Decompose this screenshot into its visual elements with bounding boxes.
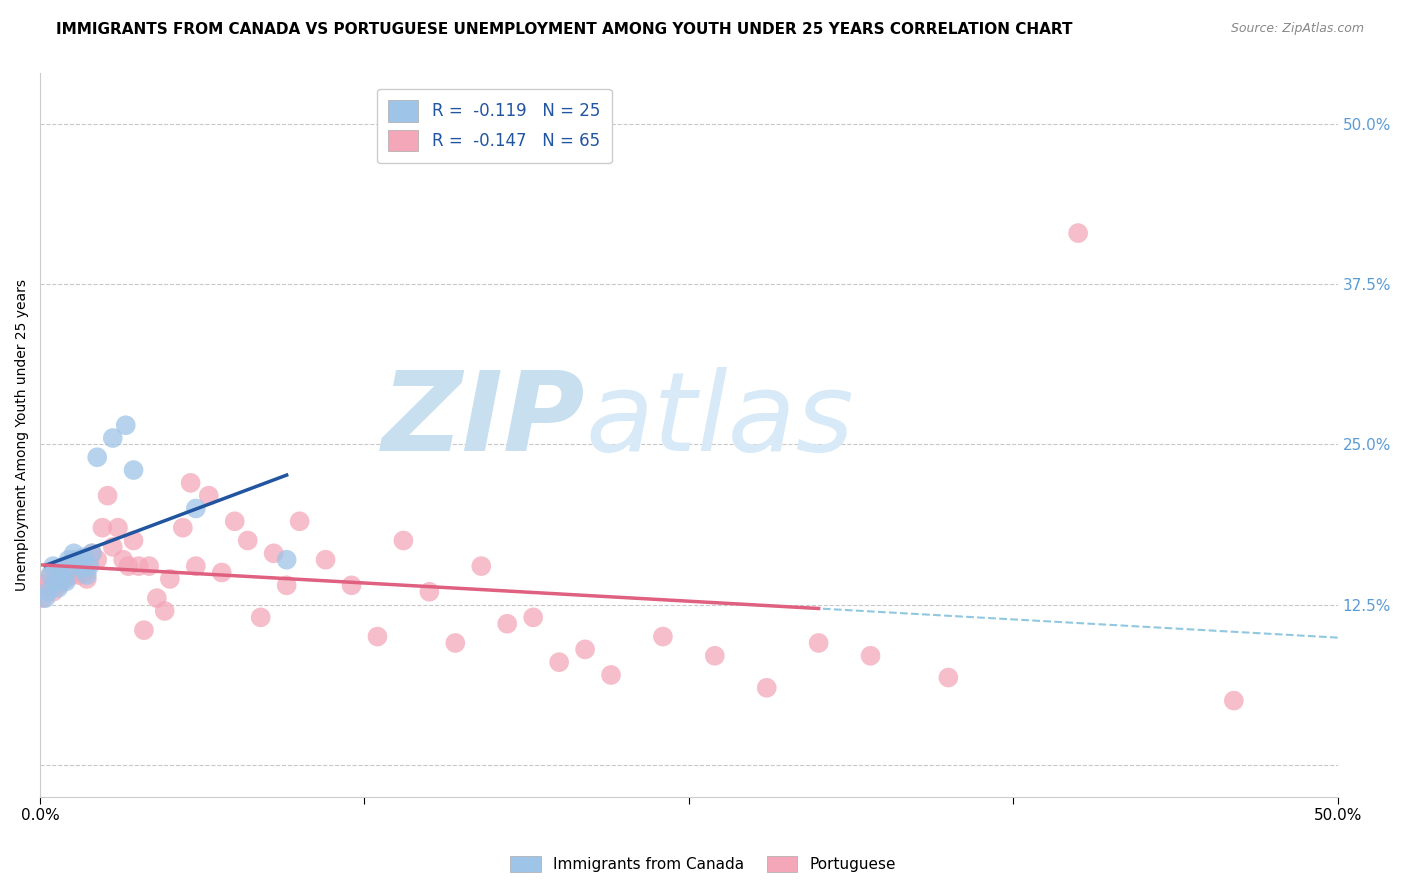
Point	[444, 636, 467, 650]
Point	[39, 568, 62, 582]
Point	[79, 555, 101, 569]
Point	[55, 572, 77, 586]
Point	[76, 572, 98, 586]
Point	[86, 450, 108, 465]
Point	[288, 514, 311, 528]
Point	[651, 630, 673, 644]
Point	[122, 533, 145, 548]
Point	[938, 671, 960, 685]
Legend: R =  -0.119   N = 25, R =  -0.147   N = 65: R = -0.119 N = 25, R = -0.147 N = 65	[377, 88, 612, 163]
Point	[34, 581, 56, 595]
Point	[42, 559, 65, 574]
Point	[340, 578, 363, 592]
Text: atlas: atlas	[585, 367, 853, 474]
Point	[60, 559, 83, 574]
Point	[548, 655, 571, 669]
Point	[67, 568, 90, 582]
Point	[101, 540, 124, 554]
Point	[159, 572, 181, 586]
Point	[470, 559, 492, 574]
Text: ZIP: ZIP	[381, 367, 585, 474]
Point	[366, 630, 388, 644]
Text: Source: ZipAtlas.com: Source: ZipAtlas.com	[1230, 22, 1364, 36]
Point	[132, 623, 155, 637]
Point	[67, 555, 90, 569]
Point	[79, 559, 101, 574]
Point	[97, 489, 120, 503]
Point	[42, 584, 65, 599]
Point	[46, 581, 69, 595]
Point	[31, 591, 53, 606]
Point	[39, 568, 62, 582]
Point	[522, 610, 544, 624]
Point	[224, 514, 246, 528]
Point	[65, 552, 87, 566]
Point	[86, 552, 108, 566]
Point	[703, 648, 725, 663]
Point	[45, 575, 67, 590]
Point	[70, 562, 93, 576]
Point	[63, 552, 86, 566]
Point	[574, 642, 596, 657]
Point	[55, 574, 77, 589]
Point	[236, 533, 259, 548]
Point	[80, 546, 103, 560]
Point	[49, 563, 72, 577]
Point	[70, 559, 93, 574]
Point	[49, 566, 72, 580]
Point	[117, 559, 139, 574]
Y-axis label: Unemployment Among Youth under 25 years: Unemployment Among Youth under 25 years	[15, 279, 30, 591]
Point	[45, 572, 67, 586]
Point	[58, 563, 80, 577]
Point	[392, 533, 415, 548]
Point	[276, 552, 298, 566]
Point	[122, 463, 145, 477]
Point	[128, 559, 150, 574]
Point	[91, 521, 114, 535]
Point	[263, 546, 285, 560]
Point	[153, 604, 176, 618]
Point	[859, 648, 882, 663]
Point	[37, 575, 59, 590]
Legend: Immigrants from Canada, Portuguese: Immigrants from Canada, Portuguese	[502, 848, 904, 880]
Point	[276, 578, 298, 592]
Point	[107, 521, 129, 535]
Point	[73, 566, 96, 580]
Point	[138, 559, 160, 574]
Point	[184, 559, 207, 574]
Point	[73, 550, 96, 565]
Point	[315, 552, 337, 566]
Point	[172, 521, 194, 535]
Point	[52, 572, 75, 586]
Point	[1067, 226, 1090, 240]
Point	[249, 610, 271, 624]
Point	[76, 568, 98, 582]
Point	[112, 552, 135, 566]
Point	[418, 584, 440, 599]
Point	[46, 578, 69, 592]
Point	[34, 591, 56, 606]
Point	[755, 681, 778, 695]
Point	[37, 584, 59, 599]
Point	[114, 418, 136, 433]
Point	[146, 591, 169, 606]
Point	[60, 568, 83, 582]
Point	[63, 546, 86, 560]
Point	[211, 566, 233, 580]
Point	[807, 636, 830, 650]
Point	[65, 562, 87, 576]
Point	[496, 616, 519, 631]
Point	[600, 668, 623, 682]
Point	[80, 546, 103, 560]
Point	[184, 501, 207, 516]
Point	[197, 489, 219, 503]
Point	[1223, 693, 1246, 707]
Point	[101, 431, 124, 445]
Point	[180, 475, 202, 490]
Point	[58, 552, 80, 566]
Text: IMMIGRANTS FROM CANADA VS PORTUGUESE UNEMPLOYMENT AMONG YOUTH UNDER 25 YEARS COR: IMMIGRANTS FROM CANADA VS PORTUGUESE UNE…	[56, 22, 1073, 37]
Point	[52, 568, 75, 582]
